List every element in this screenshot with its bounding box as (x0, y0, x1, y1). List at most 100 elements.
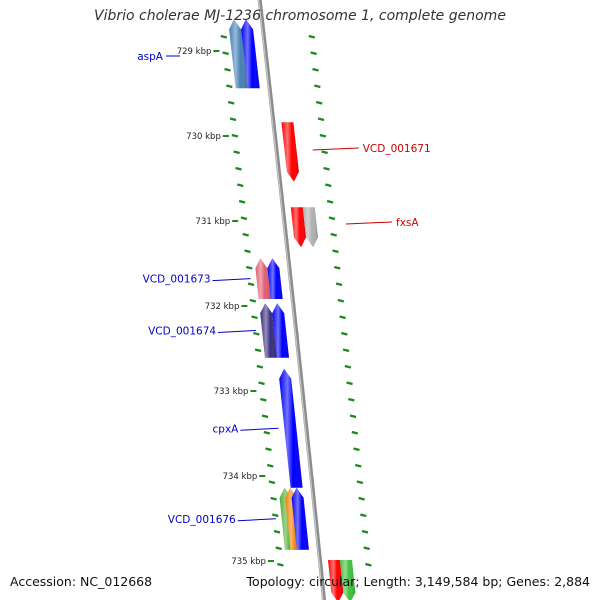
gene-feature-1-shading (241, 19, 260, 89)
gene-label-cpxa[interactable]: cpxA (213, 423, 240, 435)
outer-dot (308, 34, 316, 39)
outer-dot (325, 183, 332, 188)
inner-dot (256, 364, 264, 369)
outer-dot (356, 480, 364, 485)
outer-dot (353, 447, 360, 452)
outer-dot (337, 298, 345, 303)
inner-dot (226, 84, 233, 89)
inner-dot (270, 496, 277, 501)
inner-dot (242, 232, 249, 237)
inner-dot (272, 513, 279, 518)
gene-feature-14-shading (340, 560, 356, 600)
inner-dot (265, 447, 272, 452)
label-leader-fxsa (345, 221, 393, 225)
outer-dot (342, 348, 350, 353)
inner-dot (224, 67, 231, 72)
outer-dot (341, 331, 348, 336)
inner-dot (238, 199, 246, 204)
inner-dot (222, 51, 229, 56)
outer-dot (323, 166, 330, 171)
genes-label: Genes: (506, 574, 551, 589)
gene-aspa[interactable] (229, 19, 248, 89)
label-leader-vcd-001671 (312, 147, 359, 151)
tick-label-735: 735 kbp (231, 557, 266, 567)
outer-dot (332, 249, 339, 254)
inner-dot (231, 133, 239, 138)
gene-label-vcd-001671[interactable]: VCD_001671 (363, 143, 431, 155)
outer-dot (317, 117, 325, 122)
gene-vcd-001673-shading (255, 258, 271, 299)
gene-feature-3[interactable] (290, 207, 306, 248)
gene-label-vcd-001674[interactable]: VCD_001674 (148, 326, 216, 338)
outer-dot (346, 381, 353, 386)
gene-feature-3-shading (290, 207, 306, 248)
backbone-highlight (258, 0, 324, 600)
outer-dot (344, 364, 352, 369)
dotted-guides (220, 34, 372, 567)
gene-label-fxsa[interactable]: fxsA (396, 217, 419, 229)
outer-dot (335, 282, 343, 287)
outer-dot (358, 496, 365, 501)
inner-dot (253, 331, 260, 336)
tick-label-731: 731 kbp (196, 217, 231, 227)
separator: ; (355, 574, 360, 589)
label-leader-cpxa (240, 427, 279, 431)
outer-dot (354, 463, 362, 468)
separator: ; (498, 574, 503, 589)
gene-feature-1[interactable] (241, 19, 260, 89)
inner-dot (263, 430, 271, 435)
inner-dot (247, 282, 255, 287)
outer-dot (339, 315, 346, 320)
inner-dot (220, 34, 228, 39)
inner-dot (277, 562, 284, 567)
gene-cpxa-shading (279, 368, 303, 488)
gene-vcd-001674[interactable] (260, 303, 277, 358)
outer-dot (361, 529, 369, 534)
gene-aspa-shading (229, 19, 248, 89)
inner-dot (273, 529, 281, 534)
gene-feature-8[interactable] (272, 303, 289, 358)
gene-vcd-001673[interactable] (255, 258, 271, 299)
gene-feature-13-shading (328, 560, 344, 600)
gene-label-vcd-001676[interactable]: VCD_001676 (168, 514, 236, 526)
accession-info: Accession: NC_012668 (10, 574, 152, 589)
gene-feature-14[interactable] (340, 560, 356, 600)
inner-dot (240, 216, 248, 221)
gene-vcd-001671[interactable] (281, 122, 299, 182)
gene-labels: aspA VCD_001671 fxsA VCD_001673 VCD_001674cp… (137, 51, 430, 526)
gene-feature-6[interactable] (267, 258, 283, 299)
label-leader-vcd-001673 (212, 278, 251, 282)
inner-dot (254, 348, 262, 353)
gene-feature-12[interactable] (291, 487, 309, 550)
outer-dot (348, 397, 355, 402)
gene-label-vcd-001673[interactable]: VCD_001673 (143, 274, 211, 286)
inner-dot (233, 150, 240, 155)
gene-label-aspa[interactable]: aspA (137, 51, 164, 63)
genes-value: 2,884 (554, 574, 590, 589)
tick-label-729: 729 kbp (177, 47, 212, 57)
gene-vcd-001674-shading (260, 303, 277, 358)
outer-dot (334, 265, 341, 270)
inner-dot (261, 414, 269, 419)
gene-feature-13[interactable] (328, 560, 344, 600)
outer-dot (330, 232, 337, 237)
outer-dot (328, 216, 336, 221)
genome-summary: Topology: circular; Length: 3,149,584 bp… (247, 574, 590, 589)
inner-dot (249, 298, 257, 303)
inner-dot (266, 463, 274, 468)
gene-fxsa[interactable] (302, 207, 318, 248)
inner-dot (251, 315, 258, 320)
map-title: Vibrio cholerae MJ-1236 chromosome 1, co… (94, 8, 506, 24)
outer-dot (351, 430, 359, 435)
inner-dot (258, 381, 265, 386)
gene-feature-6-shading (267, 258, 283, 299)
tick-label-730: 730 kbp (186, 132, 221, 142)
outer-dot (326, 199, 334, 204)
inner-dot (260, 397, 267, 402)
outer-dot (319, 133, 327, 138)
inner-dot (244, 249, 251, 254)
gene-cpxa[interactable] (279, 368, 303, 488)
tick-label-733: 733 kbp (214, 387, 249, 397)
